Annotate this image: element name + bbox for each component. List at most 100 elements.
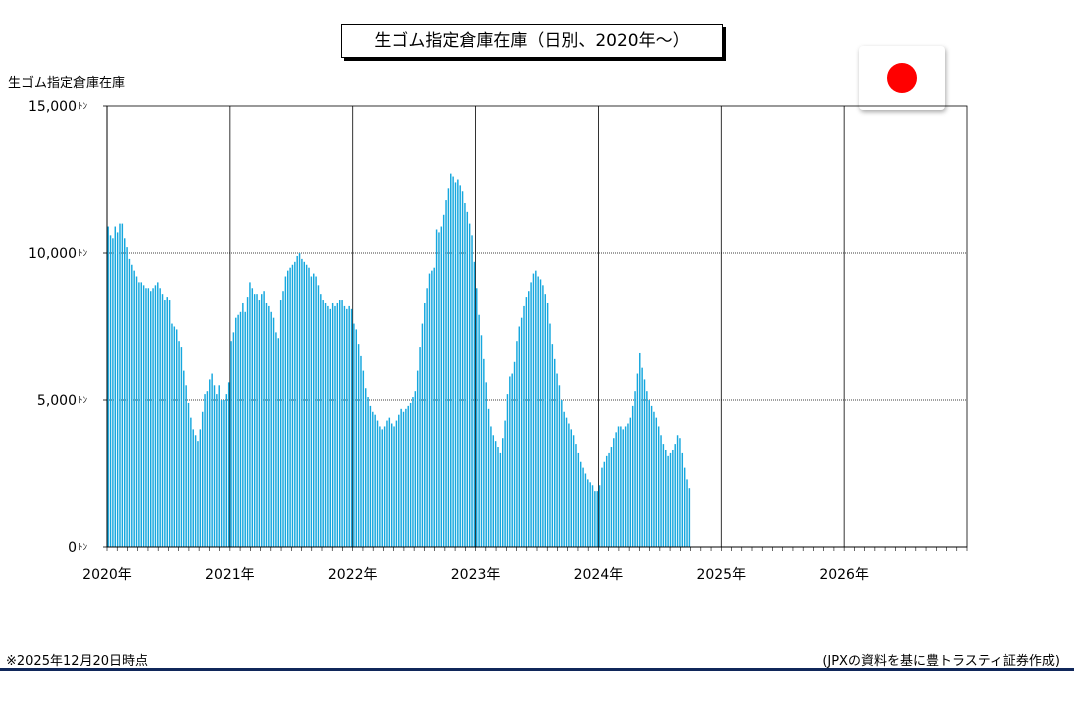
bar bbox=[282, 291, 284, 547]
bar bbox=[620, 426, 622, 547]
bar bbox=[374, 414, 376, 547]
bar bbox=[279, 300, 282, 547]
bar bbox=[646, 391, 648, 547]
bar bbox=[454, 182, 457, 547]
bar bbox=[405, 408, 407, 547]
bar bbox=[121, 223, 124, 547]
bar bbox=[424, 302, 426, 547]
y-tick-unit: ﾄﾝ bbox=[78, 249, 88, 259]
bar bbox=[275, 332, 277, 547]
bar bbox=[452, 176, 454, 547]
bar bbox=[192, 429, 194, 547]
bar bbox=[669, 452, 672, 547]
bar bbox=[310, 276, 313, 547]
bar bbox=[138, 282, 140, 547]
bar bbox=[419, 347, 421, 547]
bar-layer bbox=[107, 173, 691, 548]
bar bbox=[511, 373, 513, 547]
bar bbox=[539, 279, 542, 547]
bar bbox=[393, 426, 395, 547]
bar bbox=[251, 288, 254, 547]
bar bbox=[660, 435, 662, 547]
bar bbox=[627, 423, 629, 547]
bar bbox=[412, 397, 414, 547]
bar bbox=[284, 276, 287, 547]
bar bbox=[551, 344, 554, 547]
bar bbox=[157, 282, 159, 547]
bar bbox=[492, 435, 495, 547]
bar bbox=[218, 385, 220, 547]
bar bbox=[305, 264, 308, 547]
bar bbox=[579, 461, 582, 547]
bar bbox=[520, 317, 523, 547]
bar bbox=[556, 373, 558, 547]
bar bbox=[487, 408, 490, 547]
bar bbox=[362, 370, 365, 547]
x-tick-label: 2023年 bbox=[451, 567, 501, 583]
bar bbox=[544, 294, 546, 547]
bar bbox=[135, 276, 138, 547]
bar bbox=[662, 444, 665, 547]
bar bbox=[197, 441, 199, 547]
bar bbox=[294, 261, 296, 547]
bar bbox=[490, 426, 492, 547]
bar bbox=[584, 473, 587, 547]
bar bbox=[589, 482, 591, 547]
bar bbox=[346, 308, 348, 547]
bar bbox=[116, 232, 119, 548]
bar bbox=[476, 288, 478, 547]
bar bbox=[421, 323, 424, 547]
bar bbox=[265, 302, 268, 547]
bar bbox=[185, 385, 187, 547]
y-tick-label: 0 bbox=[68, 540, 77, 556]
x-tick-label: 2020年 bbox=[82, 567, 132, 583]
bar bbox=[506, 394, 509, 547]
bar bbox=[582, 467, 584, 547]
bar bbox=[360, 355, 362, 547]
bar bbox=[327, 305, 329, 547]
bar bbox=[154, 285, 157, 547]
bar bbox=[173, 326, 176, 547]
bar bbox=[381, 429, 383, 547]
bar bbox=[376, 420, 379, 547]
bar bbox=[542, 285, 544, 547]
bar bbox=[509, 376, 511, 547]
bar bbox=[301, 258, 303, 547]
bar bbox=[258, 300, 261, 547]
bar bbox=[227, 382, 230, 547]
bar bbox=[175, 329, 178, 547]
bar bbox=[343, 305, 346, 547]
bar bbox=[629, 417, 632, 547]
bar bbox=[497, 447, 499, 547]
bar bbox=[383, 426, 386, 547]
bar bbox=[587, 479, 589, 547]
bar bbox=[230, 341, 232, 547]
bar bbox=[445, 200, 447, 547]
bar bbox=[537, 276, 539, 547]
bar bbox=[504, 420, 506, 547]
x-tick-label: 2026年 bbox=[819, 567, 869, 583]
bar bbox=[199, 429, 202, 547]
bar bbox=[471, 235, 473, 548]
bar bbox=[149, 291, 152, 547]
japan-flag-icon bbox=[859, 46, 945, 110]
bar bbox=[676, 435, 679, 547]
bar bbox=[591, 485, 594, 547]
bar bbox=[402, 411, 405, 547]
bar bbox=[657, 426, 660, 547]
bar bbox=[164, 300, 166, 547]
bar bbox=[615, 432, 617, 547]
bar bbox=[561, 400, 563, 547]
x-tick-label: 2024年 bbox=[574, 567, 624, 583]
bar bbox=[336, 302, 339, 547]
bar bbox=[613, 438, 615, 547]
bar bbox=[610, 447, 613, 547]
bar bbox=[643, 379, 646, 547]
bar bbox=[246, 297, 249, 547]
bar bbox=[350, 308, 353, 547]
bar bbox=[244, 311, 246, 547]
bar bbox=[603, 461, 606, 547]
x-tick-label: 2021年 bbox=[205, 567, 255, 583]
bar bbox=[324, 302, 327, 547]
